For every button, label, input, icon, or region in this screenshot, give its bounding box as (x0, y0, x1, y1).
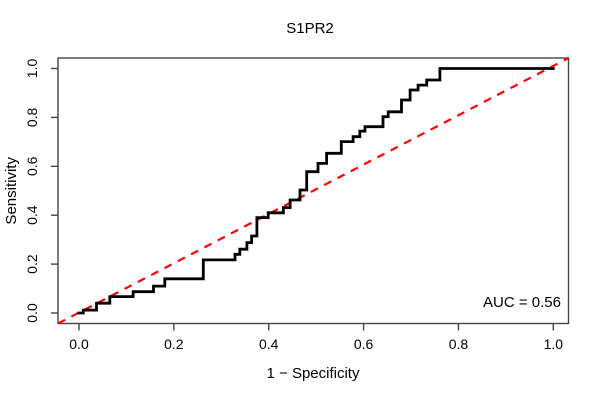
x-tick-label: 1.0 (544, 336, 564, 352)
auc-annotation: AUC = 0.56 (483, 294, 561, 311)
plot-title: S1PR2 (286, 20, 334, 37)
y-axis-title: Sensitivity (3, 157, 20, 225)
x-tick-label: 0.2 (164, 336, 184, 352)
x-tick-label: 0.8 (449, 336, 469, 352)
x-tick-label: 0.4 (259, 336, 279, 352)
y-tick-label: 0.2 (24, 254, 40, 274)
x-tick-label: 0.0 (69, 336, 89, 352)
chance-diagonal-line (57, 57, 570, 325)
y-tick-label: 0.6 (24, 156, 40, 176)
y-tick-label: 0.0 (24, 303, 40, 323)
y-axis: 0.0 0.2 0.4 0.6 0.8 1.0 (24, 59, 58, 323)
y-tick-label: 1.0 (24, 59, 40, 79)
x-axis: 0.0 0.2 0.4 0.6 0.8 1.0 (69, 323, 564, 352)
roc-curve (77, 67, 555, 315)
y-tick-label: 0.4 (24, 205, 40, 225)
plot-box (57, 57, 570, 325)
x-tick-label: 0.6 (354, 336, 374, 352)
y-tick-label: 0.8 (24, 107, 40, 127)
x-axis-title: 1 − Specificity (267, 365, 360, 382)
